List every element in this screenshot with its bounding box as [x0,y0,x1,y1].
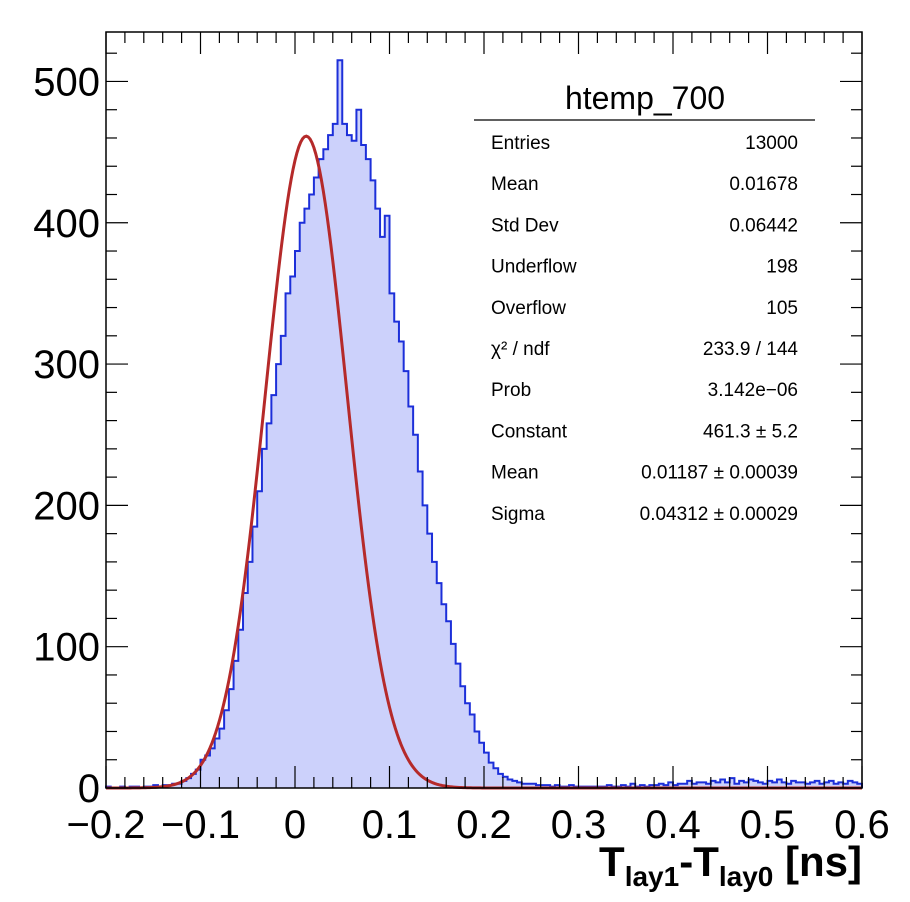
y-tick-label: 400 [33,202,100,246]
stats-row-value: 13000 [745,133,798,154]
x-axis-title-sub: lay0 [719,861,774,892]
stats-row-label: Underflow [491,257,577,278]
stats-row-value: 0.06442 [729,215,798,236]
stats-row-label: χ² / ndf [491,339,550,360]
y-tick-label: 300 [33,343,100,387]
stats-row-value: 3.142e−06 [708,380,798,401]
x-tick-label: 0.2 [456,803,512,847]
stats-row-value: 0.04312 ± 0.00029 [640,504,798,525]
stats-row-value: 105 [766,298,798,319]
stats-row-label: Entries [491,133,550,154]
x-tick-label: 0.4 [645,803,701,847]
x-tick-label: −0.1 [161,803,240,847]
stats-row-label: Constant [491,421,568,442]
stats-box: htemp_700 Entries 13000 Mean 0.01678 Std Dev… [474,80,815,525]
y-tick-label: 100 [33,626,100,670]
x-tick-label: 0 [284,803,306,847]
x-tick-labels: −0.2 −0.1 0 0.1 0.2 0.3 0.4 0.5 0.6 [67,803,890,847]
x-tick-label: 0.6 [834,803,890,847]
stats-row-label: Prob [491,380,531,401]
x-tick-label: 0.3 [551,803,607,847]
x-tick-label: 0.5 [740,803,796,847]
axis-ticks [105,32,863,789]
x-tick-label: 0.1 [362,803,418,847]
stats-row-value: 0.01678 [729,174,798,195]
x-axis-title: Tlay1-Tlay0 [ns] [599,838,862,892]
stats-row-value: 461.3 ± 5.2 [703,421,798,442]
y-tick-label: 200 [33,484,100,528]
stats-row-label: Mean [491,463,539,484]
stats-row-label: Overflow [491,298,566,319]
y-tick-labels: 0 100 200 300 400 500 [33,60,100,811]
stats-row-label: Mean [491,174,539,195]
histogram-fill [106,60,862,789]
stats-row-label: Std Dev [491,215,559,236]
x-axis-title-part: [ns] [773,838,862,885]
stats-title: htemp_700 [565,80,725,116]
x-axis-title-sub: lay1 [625,861,680,892]
stats-row-label: Sigma [491,504,545,525]
x-axis-title-part: T [599,838,625,885]
y-tick-label: 0 [78,767,100,811]
stats-row-value: 0.01187 ± 0.00039 [641,463,798,484]
stats-row-value: 233.9 / 144 [703,339,799,360]
stats-rows: Entries 13000 Mean 0.01678 Std Dev 0.06442 Und… [491,133,798,525]
x-axis-title-part: T [693,838,719,885]
x-tick-label: −0.2 [67,803,146,847]
stats-row-value: 198 [766,257,798,278]
x-axis-title-part: - [679,838,693,885]
y-tick-label: 500 [33,60,100,104]
